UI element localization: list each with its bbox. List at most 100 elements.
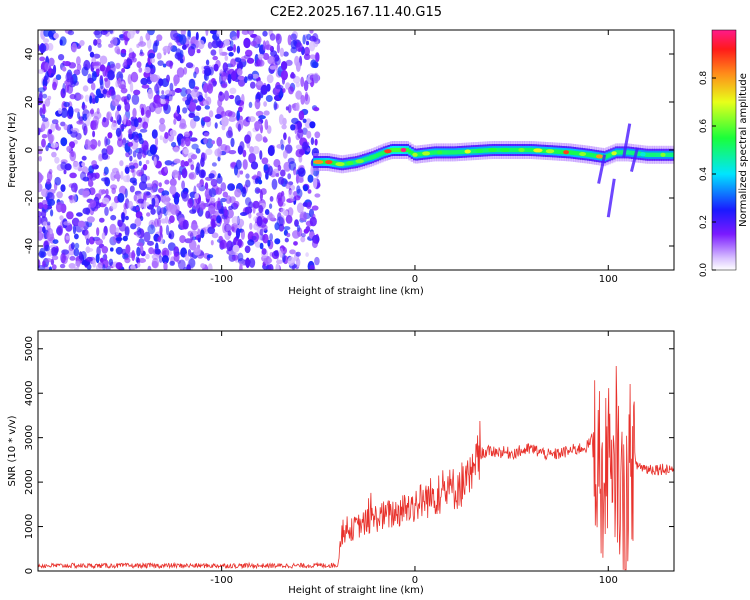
noise-blob [212, 80, 217, 87]
noise-blob [115, 262, 123, 270]
noise-blob [151, 254, 160, 260]
noise-blob [91, 61, 100, 67]
ridge-peak [545, 149, 555, 154]
ridge-band [431, 150, 435, 155]
ridge-band [542, 148, 546, 153]
ridge-peak [422, 151, 431, 156]
noise-blob [212, 55, 218, 61]
noise-blob [38, 182, 43, 193]
ridge-streak [630, 147, 639, 172]
noise-blob [161, 90, 165, 95]
noise-blob [267, 145, 275, 157]
noise-blob [87, 77, 94, 84]
ridge-band [587, 152, 590, 157]
noise-blob [196, 49, 201, 54]
noise-blob [55, 74, 62, 81]
noise-blob [265, 95, 273, 102]
noise-blob [96, 38, 102, 45]
noise-blob [179, 49, 184, 59]
noise-blob [130, 264, 136, 270]
noise-blob [103, 88, 107, 99]
noise-blob [218, 45, 223, 56]
noise-blob [89, 51, 95, 58]
noise-blob [309, 30, 314, 34]
noise-blob [302, 202, 308, 207]
noise-blob [104, 136, 108, 147]
noise-blob [188, 78, 196, 89]
noise-blob [38, 231, 44, 241]
noise-blob [123, 59, 128, 68]
noise-blob [104, 77, 108, 82]
noise-blob [303, 80, 309, 92]
noise-blob [110, 184, 118, 190]
noise-blob [52, 239, 59, 245]
noise-blob [158, 123, 166, 132]
noise-blob [158, 255, 163, 263]
noise-blob [207, 254, 214, 259]
noise-blob [138, 137, 144, 145]
noise-blob [267, 55, 276, 65]
noise-blob [82, 113, 88, 122]
noise-blob [168, 233, 172, 239]
noise-blob [285, 59, 293, 66]
ridge-band [322, 159, 326, 165]
ridge-peak [384, 149, 392, 154]
noise-blob [224, 55, 229, 61]
noise-blob [267, 213, 275, 221]
noise-blob [179, 34, 187, 45]
noise-blob [168, 95, 173, 102]
noise-blob [135, 256, 140, 263]
noise-blob [278, 176, 285, 185]
noise-blob [228, 52, 234, 57]
noise-blob [295, 144, 303, 150]
noise-blob [127, 30, 135, 39]
noise-blob [314, 256, 320, 266]
noise-blob [81, 66, 89, 77]
noise-blob [119, 160, 124, 167]
noise-blob [147, 240, 154, 246]
noise-blob [304, 91, 309, 102]
noise-blob [195, 105, 202, 111]
noise-blob [151, 257, 160, 269]
noise-blob [298, 110, 305, 121]
noise-blob [300, 76, 305, 88]
noise-blob [43, 75, 47, 86]
noise-blob [79, 40, 85, 46]
noise-blob [250, 161, 259, 170]
noise-blob [124, 215, 129, 221]
noise-blob [41, 122, 46, 132]
noise-blob [305, 252, 309, 257]
noise-blob [173, 194, 180, 205]
noise-blob [47, 200, 52, 207]
noise-blob [269, 65, 277, 70]
noise-blob [215, 38, 222, 47]
noise-blob [207, 41, 213, 49]
noise-blob [269, 33, 276, 41]
noise-blob [235, 228, 241, 239]
ridge-band [378, 152, 382, 157]
noise-blob [257, 56, 263, 67]
noise-blob [312, 177, 318, 189]
ridge-band [529, 147, 532, 153]
noise-blob [234, 57, 242, 63]
noise-blob [184, 161, 189, 167]
ridge-band [417, 152, 421, 157]
noise-blob [260, 84, 268, 95]
noise-blob [259, 242, 264, 250]
y-tick-label: 40 [24, 48, 35, 61]
noise-blob [77, 220, 86, 228]
noise-blob [262, 136, 267, 143]
noise-blob [117, 219, 123, 227]
ridge-band [556, 149, 560, 154]
y-tick-label: 0 [24, 568, 35, 574]
noise-blob [293, 191, 298, 197]
noise-blob [95, 264, 103, 270]
noise-blob [61, 66, 67, 72]
noise-blob [174, 88, 182, 93]
noise-blob [38, 210, 42, 218]
noise-blob [280, 144, 285, 151]
noise-blob [66, 145, 72, 153]
noise-blob [208, 110, 214, 118]
ridge-band [561, 149, 565, 155]
snr-frame [37, 330, 675, 572]
